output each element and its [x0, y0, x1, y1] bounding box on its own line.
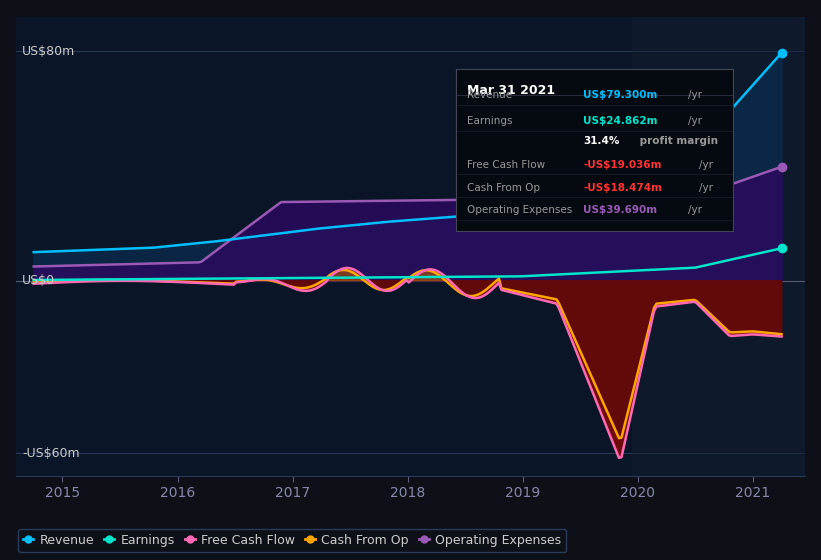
Text: US$24.862m: US$24.862m: [583, 116, 658, 126]
Text: US$0: US$0: [22, 274, 55, 287]
Text: Mar 31 2021: Mar 31 2021: [467, 84, 555, 97]
Text: Revenue: Revenue: [467, 90, 512, 100]
Text: Earnings: Earnings: [467, 116, 512, 126]
Text: Cash From Op: Cash From Op: [467, 183, 540, 193]
Bar: [632, 17, 805, 476]
Text: /yr: /yr: [699, 160, 713, 170]
Text: /yr: /yr: [688, 90, 702, 100]
Text: -US$19.036m: -US$19.036m: [583, 160, 662, 170]
Text: profit margin: profit margin: [635, 136, 718, 146]
Legend: Revenue, Earnings, Free Cash Flow, Cash From Op, Operating Expenses: Revenue, Earnings, Free Cash Flow, Cash …: [18, 529, 566, 552]
Text: Operating Expenses: Operating Expenses: [467, 205, 572, 215]
Text: -US$60m: -US$60m: [22, 446, 80, 460]
Text: /yr: /yr: [688, 205, 702, 215]
Text: -US$18.474m: -US$18.474m: [583, 183, 662, 193]
Text: /yr: /yr: [699, 183, 713, 193]
Text: US$39.690m: US$39.690m: [583, 205, 657, 215]
Text: Free Cash Flow: Free Cash Flow: [467, 160, 545, 170]
Text: 31.4%: 31.4%: [583, 136, 620, 146]
Text: /yr: /yr: [688, 116, 702, 126]
Text: US$80m: US$80m: [22, 45, 76, 58]
Text: US$79.300m: US$79.300m: [583, 90, 658, 100]
